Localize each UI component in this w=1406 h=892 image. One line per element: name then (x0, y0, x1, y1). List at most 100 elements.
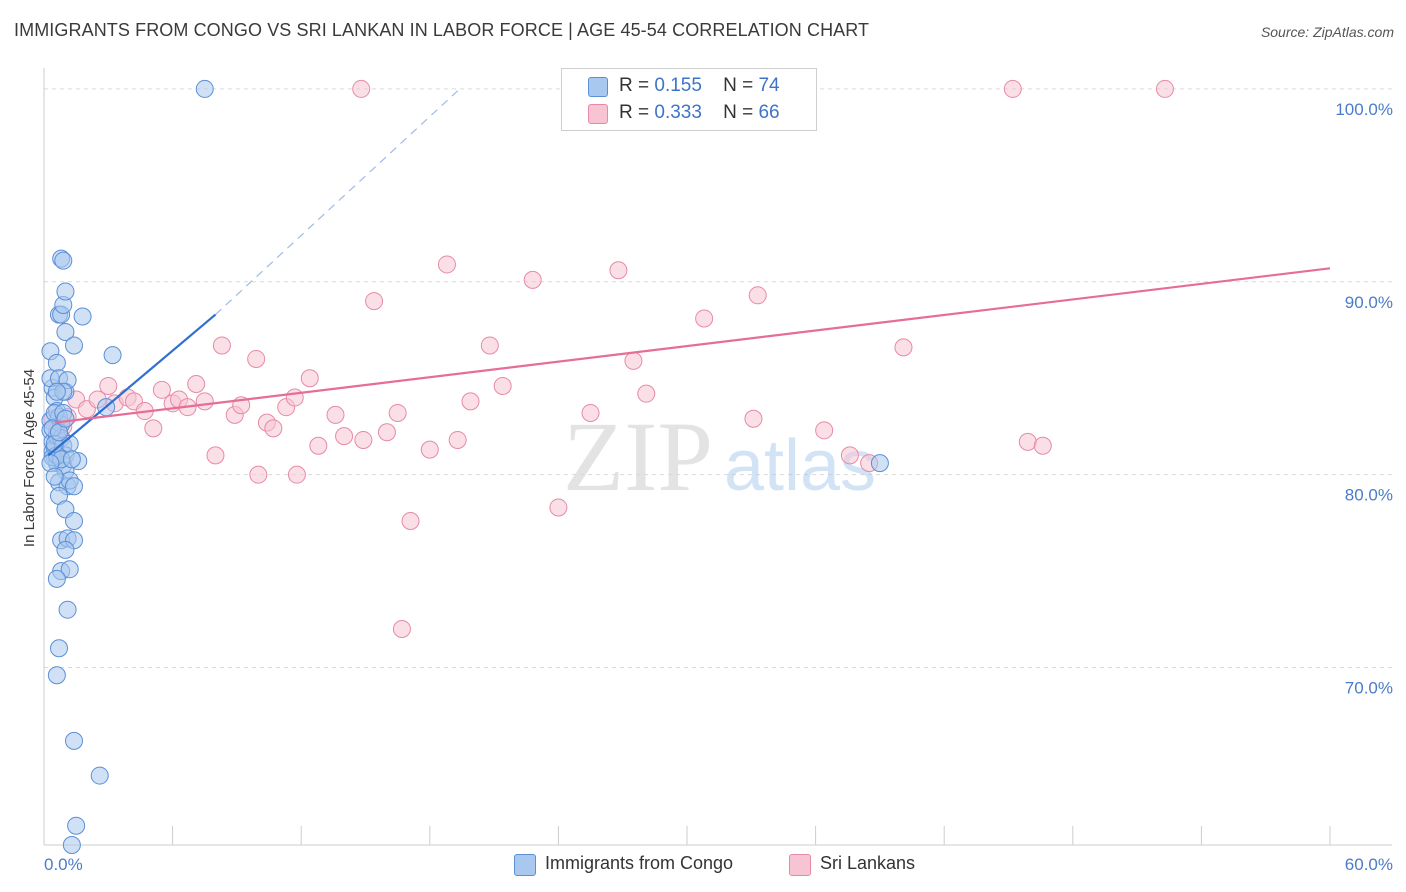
data-point-congo (65, 511, 84, 530)
watermark: ZIP atlas (563, 401, 876, 512)
data-point-srilankans (326, 405, 345, 424)
data-point-srilankans (247, 349, 266, 368)
data-point-congo (47, 666, 66, 685)
data-point-srilankans (624, 351, 643, 370)
congo-points (41, 79, 889, 854)
data-point-srilankans (894, 338, 913, 357)
data-point-srilankans (354, 430, 373, 449)
data-point-srilankans (285, 388, 304, 407)
x-tick-label-min: 0.0% (44, 855, 83, 874)
data-point-srilankans (152, 380, 171, 399)
legend-swatch-congo (514, 854, 536, 876)
legend-n-value: 74 (758, 75, 780, 96)
data-point-srilankans (748, 286, 767, 305)
chart-title: IMMIGRANTS FROM CONGO VS SRI LANKAN IN L… (14, 20, 870, 40)
data-point-srilankans (144, 419, 163, 438)
data-point-congo (58, 600, 77, 619)
data-point-srilankans (609, 261, 628, 280)
data-point-srilankans (1018, 432, 1037, 451)
data-point-congo (65, 477, 84, 496)
legend-label-srilankans: Sri Lankans (820, 853, 916, 873)
sri-lankans-points (43, 79, 1174, 638)
data-point-congo (65, 731, 84, 750)
grid-lines (44, 88, 1392, 669)
trend-line-congo (47, 313, 217, 457)
watermark-atlas: atlas (724, 426, 876, 506)
data-point-congo (56, 322, 75, 341)
data-point-srilankans (461, 392, 480, 411)
data-point-srilankans (365, 292, 384, 311)
data-point-srilankans (401, 511, 420, 530)
data-point-srilankans (187, 375, 206, 394)
data-point-congo (47, 353, 66, 372)
data-point-srilankans (581, 403, 600, 422)
data-point-srilankans (249, 465, 268, 484)
data-point-congo (45, 467, 64, 486)
legend-r-value: 0.333 (654, 102, 702, 123)
y-tick-label: 80.0% (1345, 486, 1393, 505)
data-point-congo (65, 336, 84, 355)
data-point-srilankans (264, 419, 283, 438)
data-point-congo (62, 836, 81, 854)
legend-r-label: R = (619, 75, 650, 96)
data-point-congo (60, 560, 79, 579)
data-point-srilankans (815, 421, 834, 440)
y-axis-label: In Labor Force | Age 45-54 (21, 369, 38, 547)
data-point-srilankans (287, 465, 306, 484)
data-point-congo (56, 540, 75, 559)
data-point-srilankans (335, 427, 354, 446)
data-point-congo (195, 79, 214, 98)
legend-swatch-congo (588, 77, 608, 97)
data-point-srilankans (744, 409, 763, 428)
data-point-congo (54, 251, 73, 270)
data-point-srilankans (637, 384, 656, 403)
data-point-srilankans (392, 619, 411, 638)
series-legend: Immigrants from Congo Sri Lankans (0, 853, 1406, 877)
data-point-srilankans (1155, 79, 1174, 98)
data-point-srilankans (549, 498, 568, 517)
data-point-srilankans (206, 446, 225, 465)
data-point-congo (62, 450, 81, 469)
tick-labels: 70.0% 80.0% 90.0% 100.0% 0.0% 60.0% (44, 100, 1393, 874)
data-point-srilankans (480, 336, 499, 355)
data-point-srilankans (1003, 79, 1022, 98)
legend-n-label: N = (723, 102, 754, 123)
data-point-srilankans (377, 423, 396, 442)
data-point-congo (47, 569, 66, 588)
legend-swatch-srilankans (588, 104, 608, 124)
data-point-srilankans (352, 79, 371, 98)
data-point-srilankans (437, 255, 456, 274)
legend-swatch-srilankans (789, 854, 811, 876)
data-point-srilankans (1033, 436, 1052, 455)
data-point-srilankans (695, 309, 714, 328)
data-point-congo (56, 282, 75, 301)
x-tick-label-max: 60.0% (1345, 855, 1393, 874)
data-point-congo (870, 454, 889, 473)
legend-n-label: N = (723, 75, 754, 96)
data-point-srilankans (840, 446, 859, 465)
legend-label-congo: Immigrants from Congo (545, 853, 734, 873)
data-point-srilankans (300, 369, 319, 388)
source-label: Source: ZipAtlas.com (1260, 24, 1394, 40)
stats-legend: R = 0.155 N = 74 R = 0.333 N = 66 (561, 68, 817, 131)
data-point-congo (103, 346, 122, 365)
data-point-srilankans (212, 336, 231, 355)
data-point-congo (47, 382, 66, 401)
legend-r-value: 0.155 (654, 75, 702, 96)
y-tick-label: 90.0% (1345, 293, 1393, 312)
data-point-congo (73, 307, 92, 326)
legend-r-label: R = (619, 102, 650, 123)
data-point-srilankans (493, 376, 512, 395)
y-tick-label: 70.0% (1345, 679, 1393, 698)
data-point-congo (50, 639, 69, 658)
legend-n-value: 66 (758, 102, 780, 123)
trend-line-srilankans (54, 267, 1331, 424)
trend-lines (47, 90, 1331, 457)
data-point-srilankans (523, 270, 542, 289)
axes (43, 68, 1392, 846)
data-point-srilankans (388, 403, 407, 422)
data-point-srilankans (99, 376, 118, 395)
data-point-congo (56, 409, 75, 428)
y-tick-label: 100.0% (1335, 100, 1393, 119)
trend-line-congo-extension (215, 90, 459, 316)
